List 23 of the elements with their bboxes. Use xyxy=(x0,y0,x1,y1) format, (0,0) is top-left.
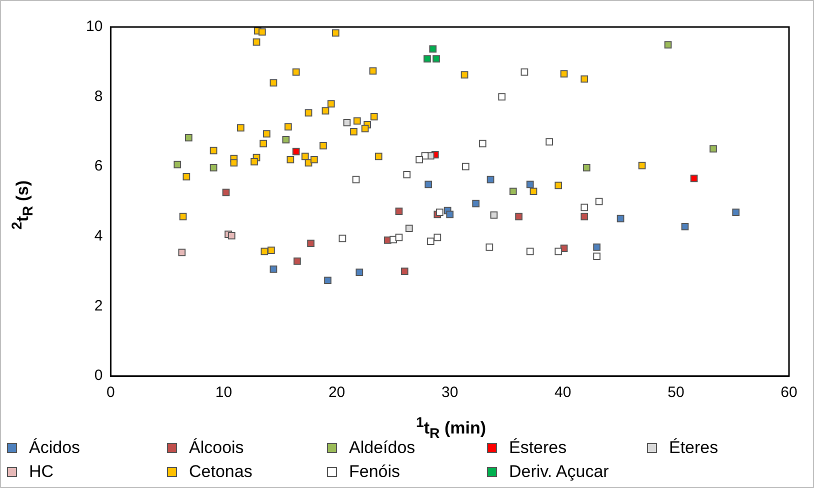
x-axis-title: $^{1}$t$_{R}$ (min) xyxy=(416,415,486,442)
y-tick-label: 0 xyxy=(94,367,103,384)
legend-label: Fenóis xyxy=(349,462,400,482)
legend-label: Aldeídos xyxy=(349,438,416,458)
y-tick-label: 2 xyxy=(94,297,103,314)
x-tick-label: 50 xyxy=(668,384,684,402)
legend-label: Éteres xyxy=(669,438,718,458)
x-tick-label: 60 xyxy=(780,384,798,402)
x-tick-label: 0 xyxy=(106,384,115,402)
y-tick-label: 4 xyxy=(94,228,103,245)
legend-label: Cetonas xyxy=(189,462,252,482)
x-tick-label: 20 xyxy=(328,384,346,402)
x-tick-label: 40 xyxy=(554,384,572,402)
legend-label: Álcoois xyxy=(189,438,244,458)
legend-label: Ácidos xyxy=(29,438,80,458)
legend-label: Deriv. Açucar xyxy=(509,462,609,482)
y-tick-label: 8 xyxy=(94,88,103,105)
x-tick-label: 10 xyxy=(215,384,232,402)
x-tick-label: 30 xyxy=(442,384,458,402)
legend-label: HC xyxy=(29,462,54,482)
y-tick-label: 10 xyxy=(86,18,103,36)
legend-label: Ésteres xyxy=(509,438,567,458)
y-tick-label: 6 xyxy=(94,158,103,175)
